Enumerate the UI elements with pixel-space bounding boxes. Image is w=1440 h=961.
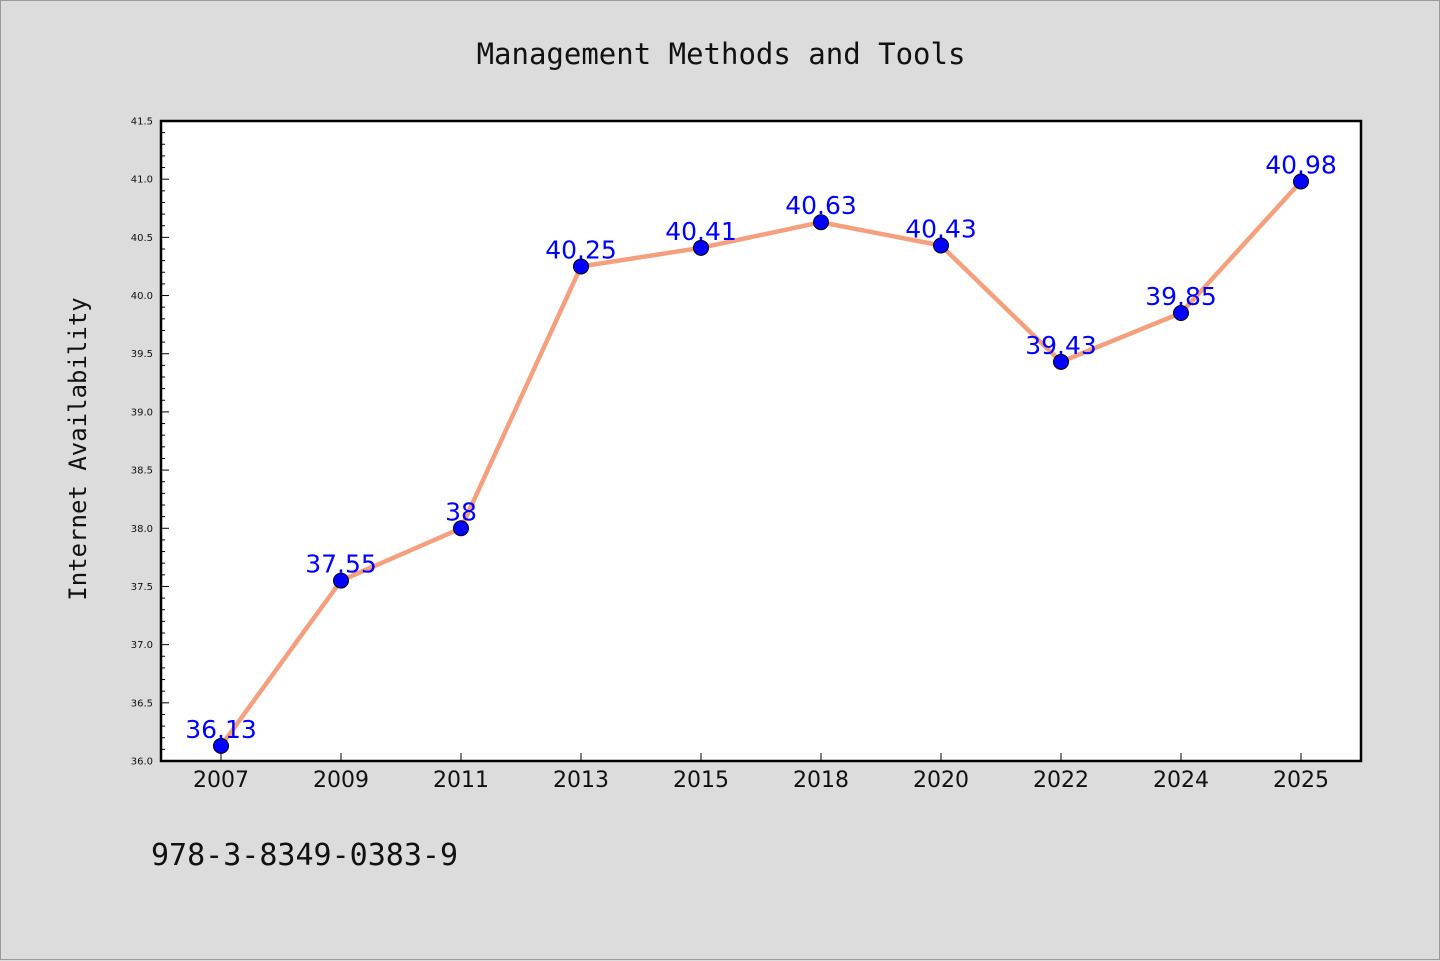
data-point (933, 237, 949, 254)
y-tick-label: 37.5 (131, 582, 153, 593)
data-point (693, 239, 709, 256)
data-point (213, 737, 229, 754)
y-tick-label: 38.0 (131, 524, 153, 535)
y-tick-label: 39.0 (131, 407, 153, 418)
x-axis-ticks: 2007 2009 2011 2013 2015 2018 2020 2022 2024 2025 (193, 753, 1329, 793)
y-tick-label: 39.5 (131, 349, 153, 360)
isbn-annotation: 978-3-8349-0383-9 (151, 838, 458, 873)
data-label: 39.43 (1025, 331, 1097, 360)
x-tick-label: 2018 (793, 768, 849, 793)
x-tick-label: 2007 (193, 768, 249, 793)
x-tick-label: 2025 (1273, 768, 1329, 793)
series-line (218, 179, 1304, 749)
y-tick-label: 36.0 (131, 757, 153, 768)
plot-border (159, 119, 1363, 763)
data-label: 40.98 (1265, 151, 1337, 180)
data-point (453, 520, 469, 537)
data-point (813, 214, 829, 231)
y-axis-label: Internet Availability (64, 297, 92, 600)
data-label: 36.13 (185, 715, 257, 744)
data-label: 37.55 (305, 550, 377, 579)
x-tick-label: 2015 (673, 768, 729, 793)
series-line-group: 36.13 37.55 38 40.25 40.41 40.63 40.43 39.43 39.… (185, 151, 1337, 754)
chart-title: Management Methods and Tools (477, 37, 966, 71)
x-tick-label: 2009 (313, 768, 369, 793)
y-tick-label: 36.5 (131, 698, 153, 709)
x-tick-label: 2022 (1033, 768, 1089, 793)
data-point (1293, 173, 1309, 190)
data-label: 40.63 (785, 191, 857, 220)
y-tick-label: 40.0 (131, 291, 153, 302)
y-tick-label: 41.0 (131, 175, 153, 186)
data-label: 40.43 (905, 215, 977, 244)
data-point (1053, 353, 1069, 370)
x-tick-label: 2013 (553, 768, 609, 793)
plot-area (161, 121, 1361, 761)
data-label: 38 (445, 497, 477, 526)
y-tick-label: 38.5 (131, 466, 153, 477)
data-point (573, 258, 589, 275)
data-label: 40.25 (545, 235, 617, 264)
y-axis-ticks: 36.0 36.5 37.0 37.5 38.0 38.5 39.0 39.5 40.0 40.5… (131, 117, 169, 768)
y-tick-label: 40.5 (131, 233, 153, 244)
y-tick-label: 41.5 (131, 117, 153, 128)
data-point (1173, 305, 1189, 321)
data-label: 40.41 (665, 217, 737, 246)
x-tick-label: 2011 (433, 768, 489, 793)
x-tick-label: 2024 (1153, 768, 1209, 793)
x-tick-label: 2020 (913, 768, 969, 793)
data-point (333, 572, 349, 589)
y-tick-label: 37.0 (131, 640, 153, 651)
data-label: 39.85 (1145, 282, 1217, 311)
